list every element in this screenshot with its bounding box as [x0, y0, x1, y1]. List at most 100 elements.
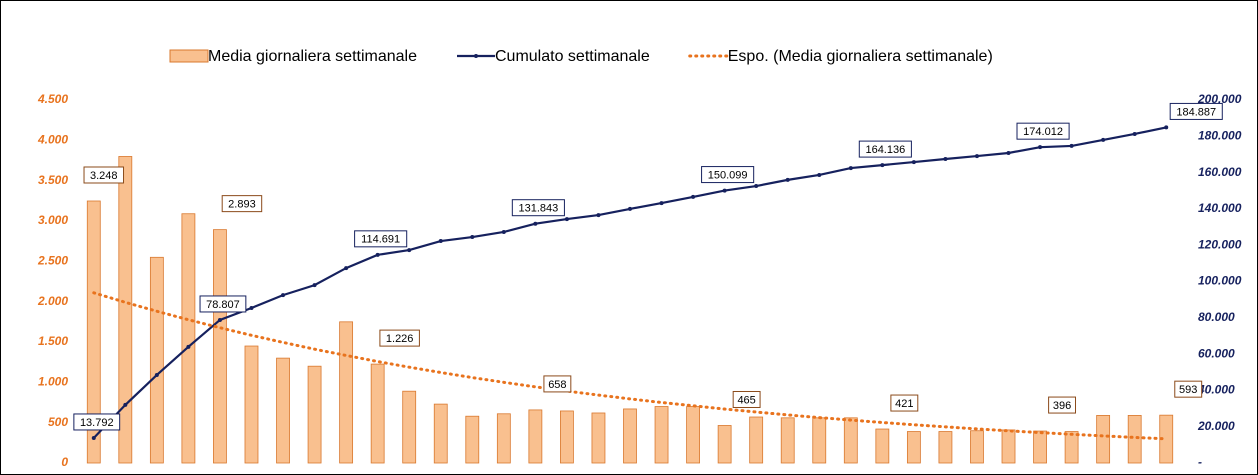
line-marker [1038, 145, 1043, 150]
line-marker [848, 166, 853, 171]
bar [528, 409, 543, 464]
line-marker [974, 154, 979, 159]
legend-label: Cumulato settimanale [495, 48, 650, 65]
data-label-box [543, 375, 572, 393]
bar [244, 345, 259, 464]
bar [1127, 415, 1142, 464]
data-label-text: 131.843 [518, 203, 558, 215]
y-tick-label: 3.500 [38, 173, 68, 187]
line-marker [344, 266, 349, 271]
data-label-box [1048, 396, 1077, 414]
line-marker [533, 221, 538, 226]
y2-tick-label: 200.000 [1197, 92, 1242, 106]
y-tick-label: 4.000 [37, 133, 68, 147]
bar [686, 406, 700, 464]
line-marker [154, 372, 159, 377]
line-marker [817, 172, 822, 177]
y2-tick-label: 140.000 [1198, 201, 1242, 215]
bar [181, 213, 196, 464]
data-label: 174.012 [1016, 122, 1070, 140]
bar [560, 410, 574, 464]
bar [654, 406, 669, 464]
line-marker [1069, 143, 1074, 148]
legend-item: Espo. (Media giornaliera settimanale) [688, 48, 993, 65]
data-label: 3.248 [83, 166, 125, 184]
y-tick-label: 0 [61, 455, 68, 469]
bar [717, 425, 732, 464]
bar [465, 415, 480, 464]
bar [1064, 431, 1079, 464]
bar [86, 200, 101, 464]
y2-tick-label: 40.000 [1197, 383, 1235, 397]
line-marker [722, 188, 727, 193]
bar [970, 430, 984, 464]
data-label-text: 593 [1179, 384, 1197, 396]
data-label-text: 13.792 [80, 417, 114, 429]
y2-tick-label: 60.000 [1198, 346, 1235, 360]
data-label: 184.887 [1169, 102, 1223, 120]
data-label-box [354, 230, 408, 248]
data-label: 150.099 [701, 166, 755, 184]
data-label-box [1174, 380, 1203, 398]
data-label: 131.843 [511, 199, 565, 217]
legend-label: Media giornaliera settimanale [208, 48, 417, 65]
line-marker [564, 217, 569, 222]
y-tick-label: 3.000 [38, 213, 68, 227]
data-label-box [1169, 102, 1223, 120]
data-label-box [732, 390, 761, 408]
legend-swatch-marker [474, 54, 478, 58]
bar [1001, 429, 1016, 464]
data-label-box [221, 195, 263, 213]
data-label: 164.136 [858, 140, 912, 158]
data-label: 2.893 [221, 195, 263, 213]
y-tick-label: 2.000 [37, 294, 68, 308]
bar [433, 403, 448, 464]
line-marker [438, 239, 443, 244]
bar [213, 229, 227, 464]
line-marker [754, 184, 759, 189]
y-tick-label: 1.500 [38, 334, 68, 348]
line-marker [217, 317, 222, 322]
line-marker [596, 213, 601, 218]
line-marker [407, 248, 412, 253]
y2-tick-label: 160.000 [1198, 165, 1242, 179]
line-marker [911, 160, 916, 165]
bar [843, 417, 858, 464]
bar [370, 363, 385, 464]
line-marker [785, 177, 790, 182]
line-marker [123, 402, 128, 407]
line-marker [659, 201, 664, 206]
data-label-text: 114.691 [361, 234, 400, 246]
bar [906, 431, 921, 464]
data-label-text: 3.248 [90, 170, 118, 182]
line-marker [186, 344, 191, 349]
y-tick-label: 2.500 [37, 254, 68, 268]
bar [591, 412, 606, 464]
data-label-text: 164.136 [865, 144, 905, 156]
line-marker [249, 305, 254, 310]
line-marker [1164, 125, 1169, 130]
y2-tick-label: 20.000 [1197, 419, 1235, 433]
line-marker [880, 163, 885, 168]
data-label-box [83, 166, 125, 184]
bar [812, 417, 827, 464]
data-label-text: 396 [1053, 400, 1071, 412]
data-label: 421 [890, 394, 919, 412]
bar [875, 428, 890, 464]
data-label-text: 174.012 [1023, 126, 1063, 138]
y2-tick-label: 180.000 [1198, 128, 1242, 142]
line-marker [312, 283, 317, 288]
data-label: 593 [1174, 380, 1203, 398]
y-tick-label: 500 [48, 415, 68, 429]
y-tick-label: 1.000 [38, 375, 68, 389]
data-label-text: 2.893 [228, 199, 256, 211]
data-label-box [379, 329, 420, 347]
bar [780, 417, 795, 464]
data-label-box [1016, 122, 1070, 140]
data-label: 465 [732, 390, 761, 408]
y2-tick-label: 80.000 [1198, 310, 1235, 324]
data-label-box [199, 295, 247, 313]
bar [1096, 415, 1111, 464]
legend-swatch [169, 49, 209, 63]
